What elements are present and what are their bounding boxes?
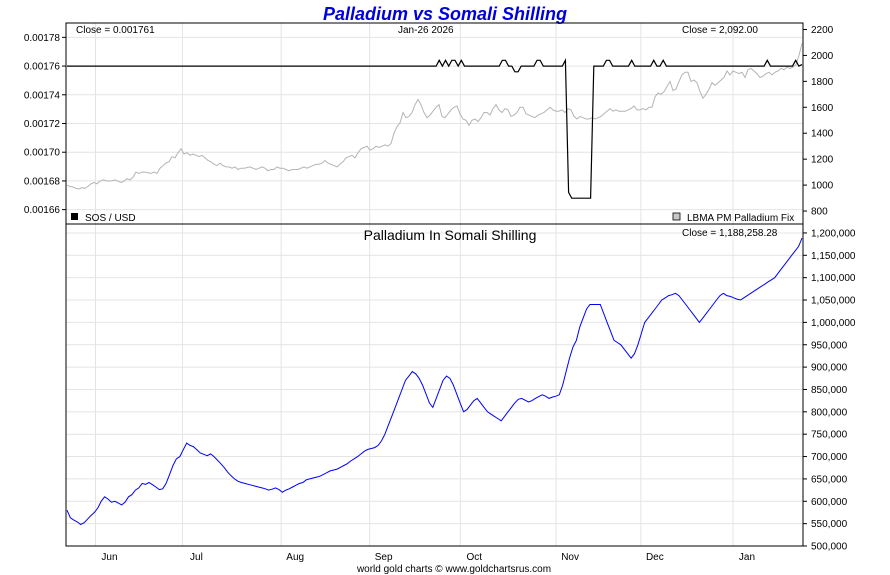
bottom-chart-title: Palladium In Somali Shilling	[364, 227, 537, 243]
top-left-axis: 0.00178 0.00176 0.00174 0.00172 0.00170 0.001…	[24, 33, 66, 216]
bottom-close-label: Close = 1,188,258.28	[682, 228, 778, 239]
top-left-tick-label: 0.00170	[24, 148, 61, 159]
bottom-right-axis: 1,200,000 1,150,000 1,100,000 1,050,000 1,00…	[803, 228, 856, 553]
sos-legend-label: SOS / USD	[85, 213, 136, 224]
bottom-right-tick-label: 950,000	[811, 340, 848, 351]
bottom-panel-frame	[65, 223, 804, 547]
top-panel-grid	[66, 23, 803, 224]
bottom-right-tick-label: 650,000	[811, 474, 848, 485]
top-right-tick-label: 800	[811, 207, 828, 218]
x-tick-label-nov: Nov	[561, 552, 579, 563]
sos-legend-swatch	[71, 213, 78, 220]
bottom-right-tick-label: 1,050,000	[811, 296, 856, 307]
x-axis: Jun Jul Aug Sep Oct Nov Dec Jan	[101, 552, 755, 563]
bottom-right-tick-label: 850,000	[811, 385, 848, 396]
x-tick-label-aug: Aug	[286, 552, 304, 563]
top-left-tick-label: 0.00176	[24, 62, 61, 73]
x-tick-label-jan: Jan	[739, 552, 755, 563]
top-right-tick-label: 1200	[811, 155, 834, 166]
bottom-right-tick-label: 800,000	[811, 407, 848, 418]
bottom-right-tick-label: 600,000	[811, 497, 848, 508]
top-right-tick-label: 2000	[811, 51, 834, 62]
bottom-right-tick-label: 500,000	[811, 542, 848, 553]
footer-credit: world gold charts © www.goldchartsrus.co…	[356, 564, 551, 575]
top-left-tick-label: 0.00168	[24, 176, 61, 187]
top-right-tick-label: 1400	[811, 129, 834, 140]
palladium-legend-label: LBMA PM Palladium Fix	[687, 213, 794, 224]
top-right-tick-label: 1600	[811, 103, 834, 114]
bottom-right-tick-label: 1,150,000	[811, 251, 856, 262]
x-tick-label-jul: Jul	[190, 552, 203, 563]
top-left-tick-label: 0.00172	[24, 119, 61, 130]
top-right-tick-label: 1000	[811, 181, 834, 192]
top-right-axis: 2200 2000 1800 1600 1400 1200 1000 800	[803, 25, 834, 218]
x-tick-label-dec: Dec	[646, 552, 664, 563]
x-tick-label-jun: Jun	[101, 552, 117, 563]
bottom-right-tick-label: 1,100,000	[811, 273, 856, 284]
top-left-tick-label: 0.00166	[24, 205, 61, 216]
date-label: Jan-26 2026	[398, 25, 454, 36]
x-tick-label-sep: Sep	[375, 552, 393, 563]
bottom-panel-grid	[66, 224, 803, 547]
bottom-right-tick-label: 550,000	[811, 519, 848, 530]
top-left-tick-label: 0.00174	[24, 90, 61, 101]
sos-usd-series-line	[67, 58, 803, 199]
top-right-tick-label: 2200	[811, 25, 834, 36]
x-tick-label-oct: Oct	[467, 552, 483, 563]
bottom-right-tick-label: 1,000,000	[811, 318, 856, 329]
palladium-legend-swatch	[672, 212, 681, 221]
bottom-right-tick-label: 700,000	[811, 452, 848, 463]
bottom-right-tick-label: 900,000	[811, 363, 848, 374]
palladium-fix-series-line	[66, 43, 803, 190]
sos-close-label: Close = 0.001761	[76, 25, 155, 36]
chart-title: Palladium vs Somali Shilling	[323, 4, 567, 24]
palladium-close-label: Close = 2,092.00	[682, 25, 758, 36]
palladium-in-sos-series-line	[66, 238, 803, 526]
bottom-right-tick-label: 1,200,000	[811, 228, 856, 239]
top-left-tick-label: 0.00178	[24, 33, 61, 44]
bottom-right-tick-label: 750,000	[811, 430, 848, 441]
top-right-tick-label: 1800	[811, 77, 834, 88]
